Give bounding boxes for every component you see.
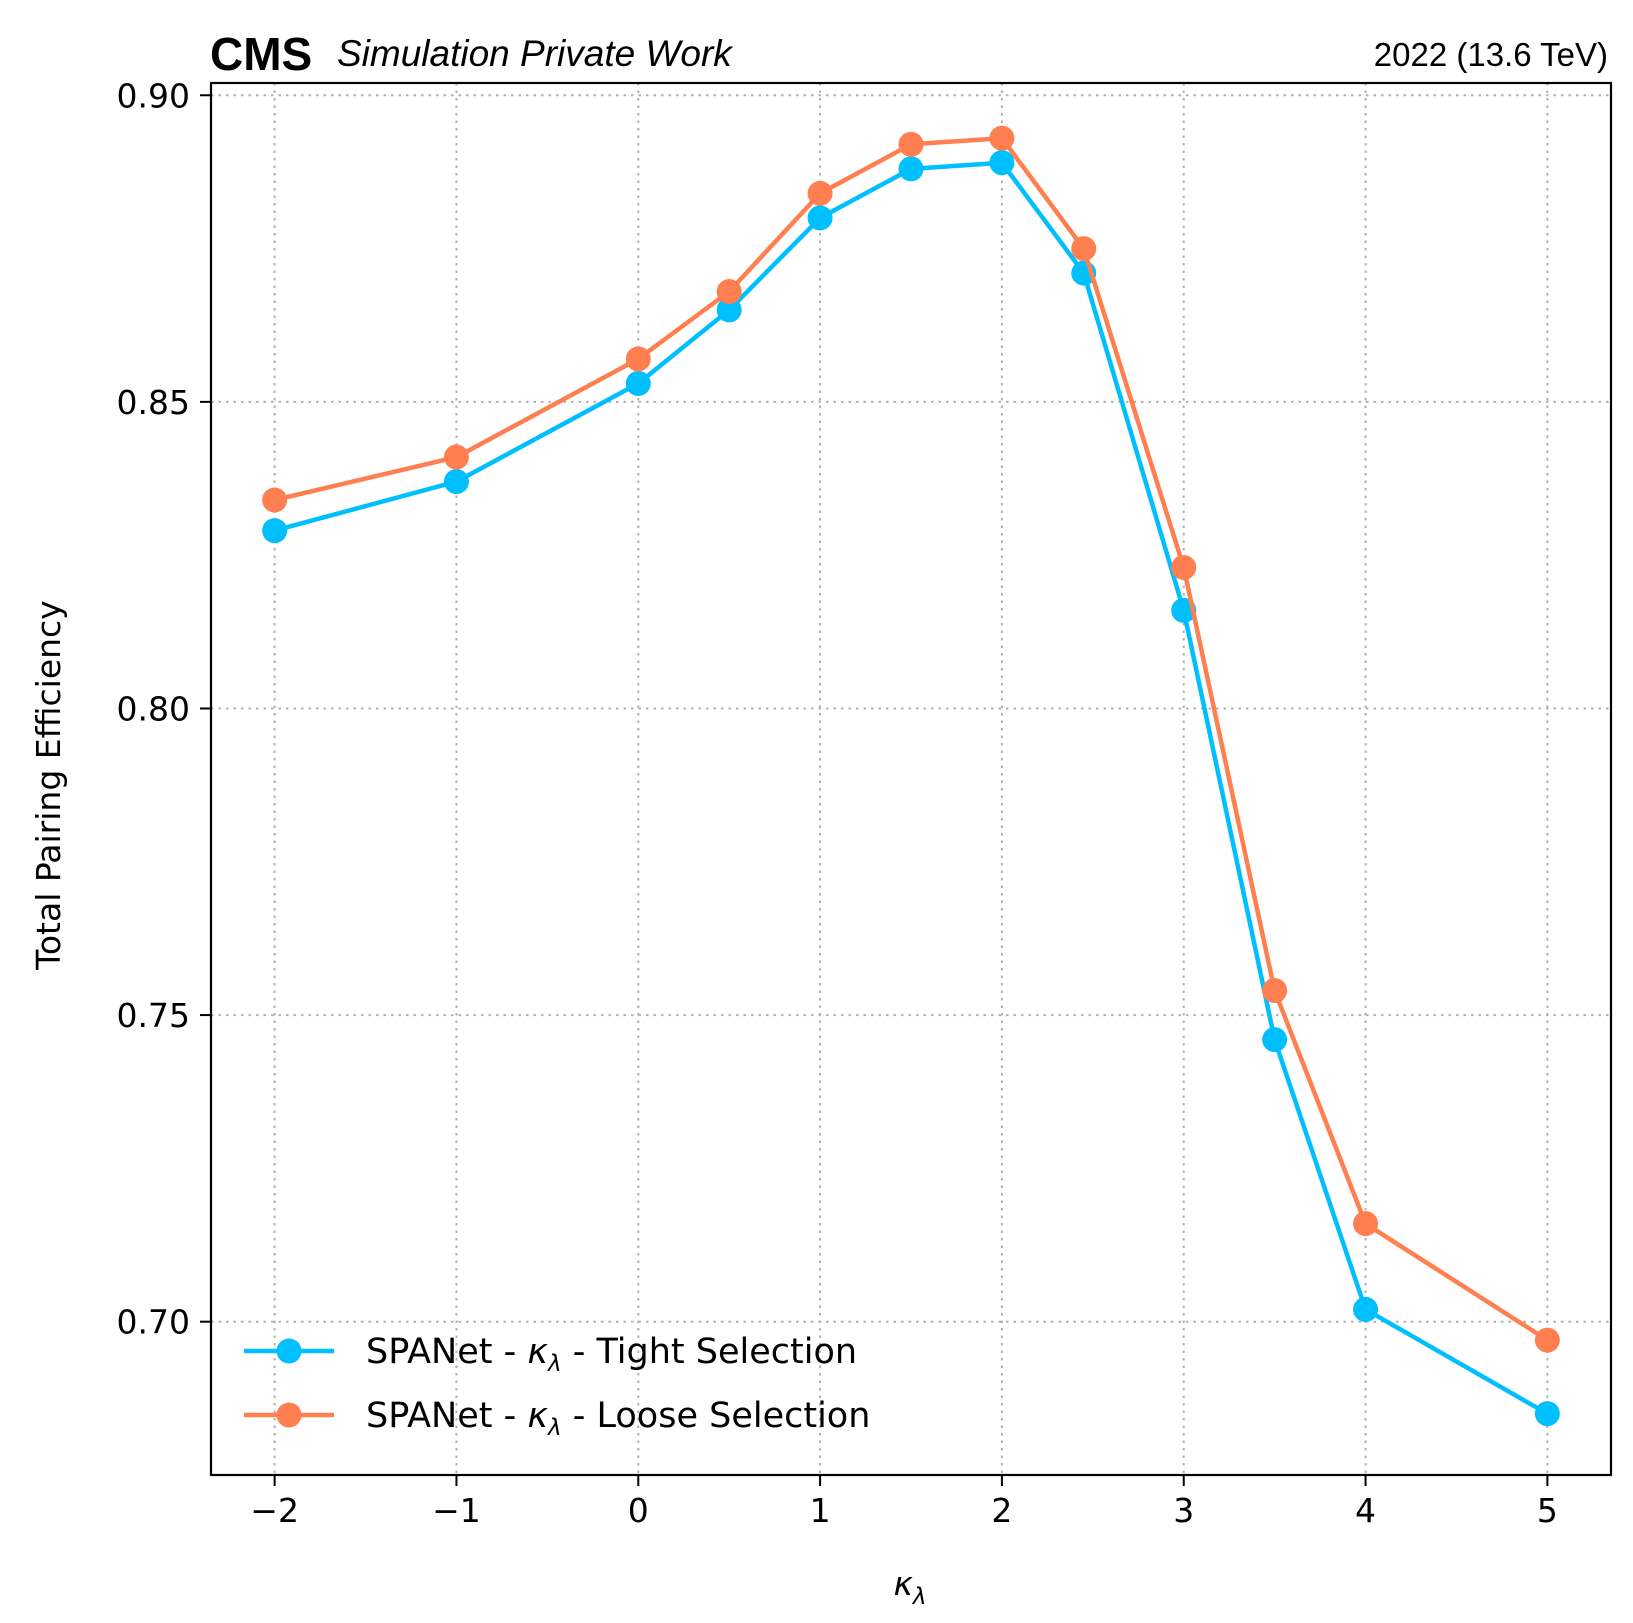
- lumi-label: 2022 (13.6 TeV): [1374, 36, 1608, 73]
- data-point: [1534, 1327, 1560, 1353]
- x-tick-label: 1: [810, 1491, 831, 1530]
- series-1: [262, 125, 1560, 1353]
- x-tick-label: 2: [991, 1491, 1012, 1530]
- legend-loose-suffix: - Loose Selection: [562, 1396, 871, 1436]
- legend-tight-subscript: λ: [546, 1351, 562, 1377]
- series-line: [274, 135, 1549, 1342]
- data-point: [1071, 236, 1097, 262]
- legend-marker-tight: [276, 1338, 302, 1364]
- grid: [211, 83, 1611, 1475]
- data-point: [807, 205, 833, 231]
- data-point: [1262, 978, 1288, 1004]
- legend-loose-subscript: λ: [546, 1415, 562, 1441]
- series-layer: [262, 125, 1560, 1427]
- legend: SPANet - κλ - Tight Selection SPANet - κ…: [244, 1332, 870, 1441]
- legend-tight-prefix: SPANet -: [366, 1332, 527, 1372]
- experiment-label: CMS: [210, 28, 312, 80]
- data-point: [807, 180, 833, 206]
- legend-loose-symbol: κ: [527, 1396, 548, 1436]
- legend-marker-loose: [276, 1402, 302, 1428]
- data-point: [989, 125, 1015, 151]
- x-axis-label-subscript: λ: [911, 1584, 927, 1610]
- data-point: [898, 156, 924, 182]
- legend-tight-suffix: - Tight Selection: [562, 1332, 857, 1372]
- series-line: [274, 160, 1549, 1416]
- data-point: [443, 469, 469, 495]
- data-point: [898, 131, 924, 157]
- data-point: [625, 346, 651, 372]
- y-tick-label: 0.85: [117, 383, 190, 422]
- experiment-subtitle: Simulation Private Work: [337, 33, 734, 74]
- data-point: [625, 370, 651, 396]
- y-tick-label: 0.75: [117, 996, 190, 1035]
- x-tick-label: 4: [1355, 1491, 1376, 1530]
- y-tick-label: 0.90: [117, 76, 190, 115]
- legend-label-tight: SPANet - κλ - Tight Selection: [366, 1332, 857, 1377]
- x-tick-label: 0: [628, 1491, 649, 1530]
- legend-label-loose: SPANet - κλ - Loose Selection: [366, 1396, 870, 1441]
- y-axis-label: Total Pairing Efficiency: [29, 600, 68, 970]
- x-tick-label: 3: [1173, 1491, 1194, 1530]
- plot-frame: [209, 81, 1613, 1477]
- data-point: [716, 278, 742, 304]
- x-tick-label: −2: [250, 1491, 299, 1530]
- x-tick-label: −1: [432, 1491, 481, 1530]
- data-point: [989, 150, 1015, 176]
- series-0: [262, 150, 1560, 1427]
- axis-ticks: −2 −1 0 1 2 3 4 5 0.70 0.75 0.80 0.85 0.90: [117, 76, 1558, 1530]
- legend-tight-symbol: κ: [527, 1332, 548, 1372]
- legend-loose-prefix: SPANet -: [366, 1396, 527, 1436]
- x-tick-label: 5: [1537, 1491, 1558, 1530]
- x-axis-label: κλ: [893, 1564, 926, 1610]
- x-axis-label-symbol: κ: [893, 1564, 913, 1603]
- data-point: [443, 444, 469, 470]
- data-point: [262, 487, 288, 513]
- data-point: [1262, 1027, 1288, 1053]
- data-point: [262, 518, 288, 544]
- data-point: [1534, 1401, 1560, 1427]
- y-tick-label: 0.70: [117, 1303, 190, 1342]
- data-point: [716, 297, 742, 323]
- data-point: [1353, 1211, 1379, 1237]
- y-tick-label: 0.80: [117, 689, 190, 728]
- data-point: [1353, 1296, 1379, 1322]
- data-point: [1171, 554, 1197, 580]
